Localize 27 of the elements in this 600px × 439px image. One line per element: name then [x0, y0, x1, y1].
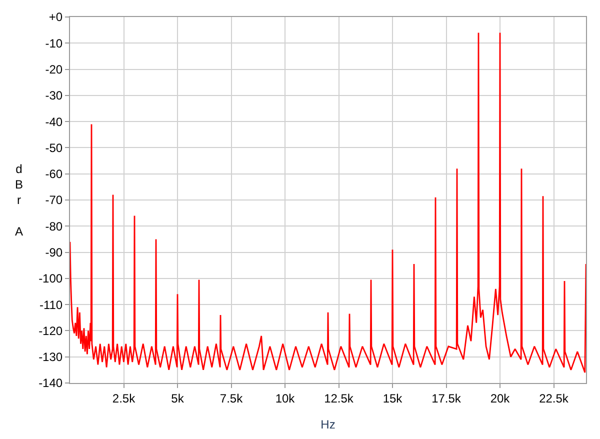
x-tick-label: 17.5k	[432, 391, 462, 406]
x-tick-label: 15k	[382, 391, 404, 406]
x-axis-title: Hz	[320, 417, 336, 432]
x-tick-label: 10k	[275, 391, 296, 406]
y-tick-label: -120	[38, 324, 63, 338]
line-series	[70, 32, 586, 374]
x-tick-label: 22.5k	[539, 391, 570, 406]
y-tick-label: -10	[45, 36, 63, 50]
y-tick-label: -140	[38, 376, 63, 390]
y-tick-label: -110	[39, 298, 63, 312]
y-tick-label: -100	[38, 272, 63, 286]
y-tick-label: -80	[45, 219, 63, 234]
x-tick-label: 7.5k	[220, 391, 244, 406]
text: dBr A	[15, 162, 24, 238]
y-tick-label: +0	[48, 10, 63, 24]
x-tick-label: 5k	[171, 391, 185, 406]
y-tick-label: -20	[45, 62, 63, 76]
y-tick-label: -70	[45, 193, 63, 208]
y-tick-label: -90	[45, 245, 63, 260]
y-tick-label: -60	[45, 167, 63, 182]
y-tick-label: -30	[45, 88, 63, 103]
x-tick-label: 20k	[490, 391, 511, 406]
x-tick-label: 12.5k	[324, 391, 354, 406]
y-tick-label: -50	[45, 140, 63, 155]
y-tick-label: -130	[38, 350, 63, 364]
x-tick-label: 2.5k	[112, 391, 136, 406]
y-tick-label: -40	[45, 114, 63, 129]
